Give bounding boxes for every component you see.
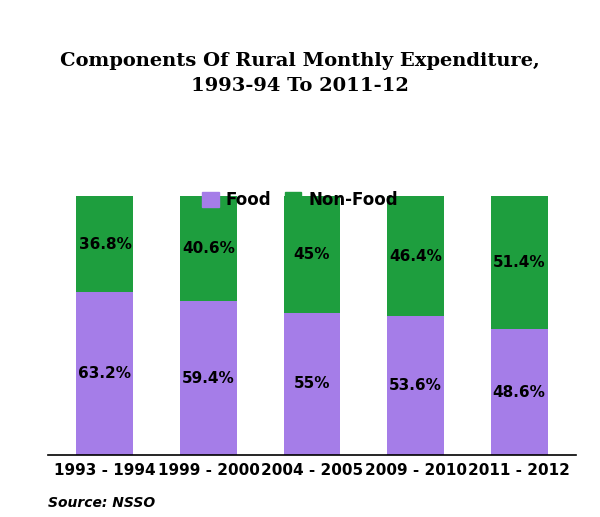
Legend: Food, Non-Food: Food, Non-Food [196,184,404,216]
Text: 55%: 55% [294,376,330,391]
Text: 48.6%: 48.6% [493,385,545,400]
Text: 51.4%: 51.4% [493,255,545,270]
Text: Components Of Rural Monthly Expenditure,
1993-94 To 2011-12: Components Of Rural Monthly Expenditure,… [60,52,540,95]
Text: 45%: 45% [294,247,330,262]
Bar [491,329,548,455]
Text: 36.8%: 36.8% [79,236,131,252]
Bar [387,196,444,316]
Bar [180,301,237,455]
Text: 59.4%: 59.4% [182,371,235,386]
Text: 46.4%: 46.4% [389,249,442,264]
Text: Source: NSSO: Source: NSSO [48,496,155,510]
Bar [180,196,237,301]
Bar [387,316,444,455]
Bar [284,313,340,455]
Text: 63.2%: 63.2% [79,366,131,381]
Text: 40.6%: 40.6% [182,241,235,256]
Text: 53.6%: 53.6% [389,378,442,393]
Bar [491,196,548,329]
Bar [76,292,133,455]
Bar [76,196,133,292]
Bar [284,196,340,313]
